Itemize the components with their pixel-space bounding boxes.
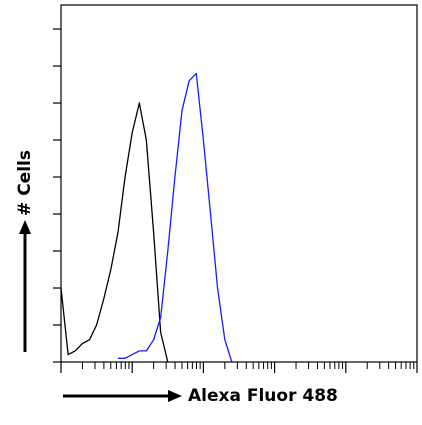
- x-arrow-head: [168, 390, 182, 402]
- series-line: [60, 102, 169, 363]
- plot-frame: [60, 4, 418, 363]
- x-axis-label: Alexa Fluor 488: [188, 386, 338, 406]
- y-axis-label: # Cells: [15, 150, 35, 216]
- series-line: [117, 72, 233, 363]
- y-arrow-head: [19, 220, 31, 234]
